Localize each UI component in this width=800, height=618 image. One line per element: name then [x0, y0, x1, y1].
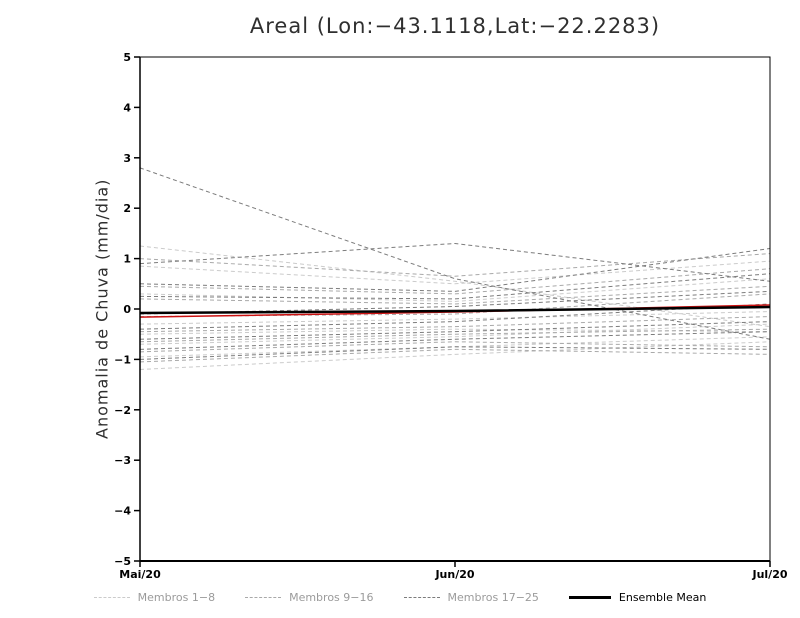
member-line — [139, 316, 771, 333]
legend-item: Membros 17−25 — [403, 590, 539, 604]
legend-line-sample — [245, 596, 282, 598]
legend-line-sample — [403, 596, 440, 598]
member-line — [139, 323, 771, 345]
member-line — [139, 167, 771, 340]
legend-line-sample — [568, 595, 611, 599]
y-tick-label: −2 — [114, 404, 131, 417]
chart-title: Areal (Lon:−43.1118,Lat:−22.2283) — [249, 14, 661, 38]
member-line — [139, 248, 771, 292]
member-line — [139, 253, 771, 277]
member-line — [139, 268, 771, 295]
ensemble-mean-line — [139, 305, 771, 315]
chart-legend: Membros 1−8 Membros 9−16 Membros 17−25 Ense… — [0, 584, 800, 610]
member-line — [139, 273, 771, 300]
legend-label: Membros 1−8 — [137, 590, 216, 604]
member-line — [139, 341, 771, 353]
y-tick-label: 1 — [123, 253, 131, 266]
x-tick-label: Mai/20 — [119, 568, 161, 581]
legend-item: Membros 9−16 — [245, 590, 374, 604]
legend-label: Ensemble Mean — [618, 590, 707, 604]
legend-label: Membros 17−25 — [447, 590, 539, 604]
y-tick-label: −4 — [114, 505, 131, 518]
member-line — [139, 321, 771, 340]
y-tick-label: 5 — [123, 51, 131, 64]
legend-item: Membros 1−8 — [93, 590, 216, 604]
y-tick-label: 0 — [123, 303, 131, 316]
legend-label: Membros 9−16 — [289, 590, 374, 604]
legend-item: Ensemble Mean — [568, 590, 707, 604]
member-line — [139, 285, 771, 305]
x-tick-label: Jun/20 — [434, 568, 474, 581]
member-line — [139, 278, 771, 302]
member-line — [139, 348, 771, 363]
member-line — [139, 245, 771, 328]
member-line — [139, 303, 771, 330]
member-line — [139, 331, 771, 350]
member-line — [139, 242, 771, 282]
member-line — [139, 311, 771, 325]
member-line — [139, 346, 771, 360]
member-line — [139, 260, 771, 285]
member-line — [139, 328, 771, 343]
y-tick-label: −5 — [114, 555, 131, 568]
member-line — [139, 341, 771, 370]
legend-line-sample — [93, 596, 130, 598]
y-tick-label: −3 — [114, 454, 131, 467]
y-tick-label: 4 — [123, 101, 131, 114]
y-tick-label: 2 — [123, 202, 131, 215]
x-tick-label: Jul/20 — [751, 568, 787, 581]
y-tick-label: 3 — [123, 152, 131, 165]
y-tick-label: −1 — [114, 353, 131, 366]
